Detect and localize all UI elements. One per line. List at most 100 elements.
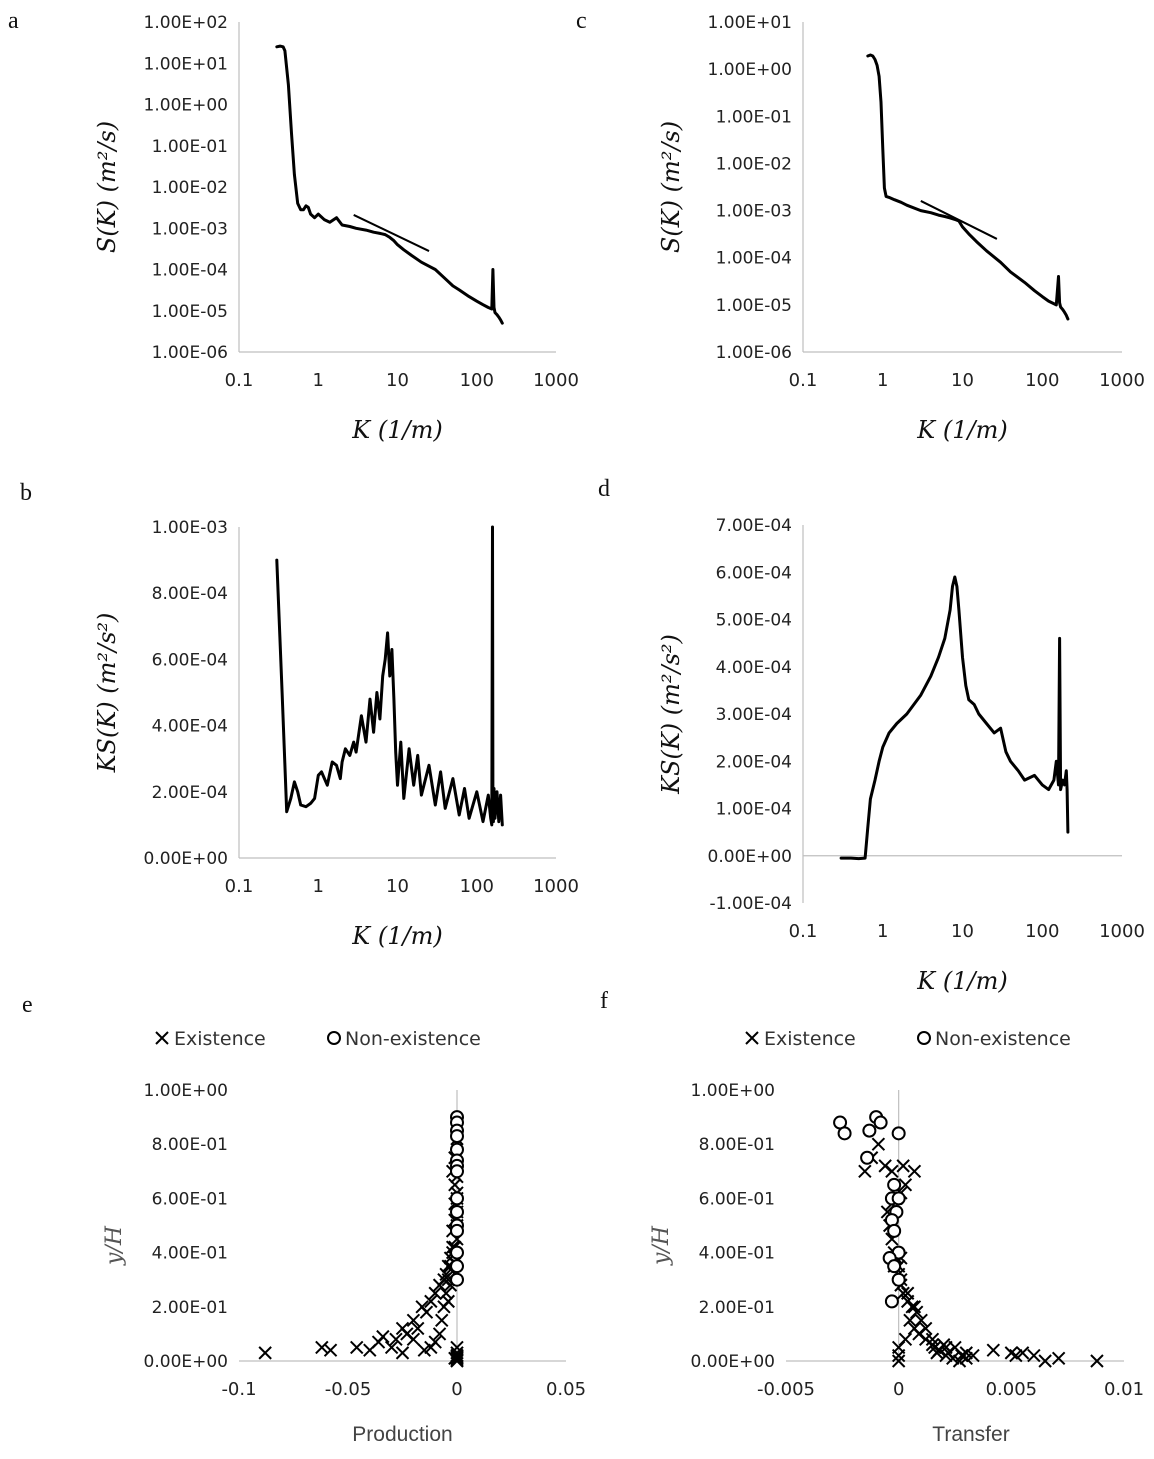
y-tick-label: 8.00E-01 — [699, 1135, 775, 1155]
x-tick-label: 0.1 — [789, 370, 818, 391]
x-tick-label: 0 — [451, 1379, 462, 1400]
scatter-point-existence — [896, 1159, 910, 1173]
y-axis-label: KS(K) (m²/s²) — [657, 634, 685, 795]
scatter-point-existence — [439, 1286, 453, 1300]
scatter-point-existence — [450, 1352, 464, 1367]
y-tick-label: 1.00E+00 — [144, 96, 228, 116]
scatter-point-existence — [1090, 1354, 1104, 1368]
y-tick-label: 1.00E-06 — [716, 343, 792, 363]
legend-label-non-existence: Non-existence — [935, 1028, 1071, 1050]
scatter-point-existence — [878, 1159, 892, 1173]
y-tick-label: 1.00E-01 — [716, 107, 792, 127]
y-axis-label: S(K) (m²/s) — [657, 121, 685, 253]
scatter-point-existence — [898, 1332, 913, 1347]
scatter-point-existence — [419, 1305, 434, 1319]
x-tick-label: 1 — [877, 921, 888, 942]
scatter-point-existence — [858, 1164, 872, 1179]
scatter-point-existence — [395, 1321, 410, 1336]
x-tick-label: 1000 — [533, 370, 579, 391]
scatter-point-existence — [1038, 1354, 1052, 1368]
scatter-point-existence — [411, 1321, 425, 1336]
panel-a-label: a — [8, 8, 19, 34]
scatter-point-existence — [424, 1294, 438, 1309]
data-series-line — [839, 575, 1070, 861]
x-tick-label: 1 — [313, 876, 324, 897]
x-tick-label: 1000 — [1099, 370, 1145, 391]
y-tick-label: 1.00E-03 — [152, 518, 228, 538]
scatter-point-non-existence — [450, 1272, 464, 1287]
y-axis-label: S(K) (m²/s) — [93, 121, 121, 253]
y-tick-label: 2.00E-01 — [699, 1298, 775, 1318]
legend-entry-existence: Existence — [155, 1028, 266, 1050]
x-tick-label: 0 — [893, 1379, 904, 1400]
trend-line — [353, 214, 430, 252]
y-tick-label: 6.00E-04 — [716, 563, 792, 583]
scatter-point-existence — [898, 1178, 913, 1192]
y-tick-label: 1.00E-04 — [152, 261, 228, 281]
y-tick-label: 1.00E-05 — [152, 302, 228, 322]
x-tick-label: 10 — [386, 370, 409, 391]
x-axis-label: Transfer — [932, 1423, 1009, 1446]
scatter-point-non-existence — [891, 1126, 906, 1141]
legend-marker-circle-icon — [917, 1031, 931, 1045]
y-tick-label: 1.00E-01 — [152, 137, 228, 157]
x-tick-label: 1000 — [533, 876, 579, 897]
legend-marker-circle-icon — [327, 1031, 341, 1045]
x-tick-label: 0.005 — [986, 1379, 1038, 1400]
y-tick-label: 0.00E+00 — [144, 1352, 228, 1372]
scatter-point-existence — [946, 1351, 960, 1365]
scatter-point-existence — [939, 1340, 953, 1355]
y-tick-label: 7.00E-04 — [716, 516, 792, 536]
x-axis-label: K (1/m) — [351, 922, 442, 950]
panel-d-label: d — [598, 476, 610, 502]
scatter-point-existence — [395, 1346, 410, 1360]
panel-e-label: e — [22, 992, 33, 1018]
legend-entry-non-existence: Non-existence — [917, 1028, 1071, 1050]
scatter-point-existence — [952, 1354, 967, 1368]
legend-marker-x-icon — [745, 1031, 759, 1045]
data-series-line — [275, 525, 504, 827]
y-tick-label: 1.00E-06 — [152, 343, 228, 363]
y-tick-label: 1.00E+00 — [144, 1081, 228, 1101]
y-tick-label: 0.00E+00 — [144, 849, 228, 869]
x-tick-label: 100 — [1025, 921, 1059, 942]
x-tick-label: 1 — [877, 370, 888, 391]
x-tick-label: 0.1 — [225, 370, 254, 391]
scatter-point-existence — [376, 1329, 390, 1344]
legend-marker-x-icon — [155, 1031, 169, 1045]
scatter-point-non-existence — [450, 1191, 464, 1206]
scatter-point-existence — [986, 1343, 1001, 1357]
data-series-line — [866, 53, 1070, 321]
y-tick-label: 1.00E+02 — [144, 13, 228, 33]
panel-c-label: c — [576, 8, 587, 34]
scatter-point-non-existence — [873, 1115, 888, 1130]
scatter-point-non-existence — [450, 1129, 464, 1144]
y-tick-label: 1.00E-04 — [716, 249, 792, 269]
scatter-point-non-existence — [450, 1223, 464, 1238]
chart-panel-d: d 0.1 1 10 100 1000 -1.00E-04 0.00E+00 1.00E-04… — [598, 476, 1145, 995]
y-tick-label: 1.00E-05 — [716, 296, 792, 316]
scatter-point-existence — [1051, 1351, 1066, 1365]
y-tick-label: 4.00E-04 — [716, 658, 792, 678]
x-tick-label: -0.1 — [221, 1379, 256, 1400]
y-tick-label: 1.00E-02 — [716, 154, 792, 174]
y-tick-label: 2.00E-04 — [152, 783, 228, 803]
scatter-point-non-existence — [887, 1223, 902, 1238]
y-tick-label: 5.00E-04 — [716, 611, 792, 631]
y-tick-label: 1.00E-03 — [716, 202, 792, 222]
scatter-point-existence — [1015, 1346, 1030, 1360]
scatter-point-existence — [1027, 1348, 1041, 1363]
trend-line — [920, 200, 998, 240]
scatter-point-non-existence — [887, 1259, 902, 1274]
chart-panel-f: f -0.005 0 0.005 0.01 0.00E+00 2.00E-01 4.00E-… — [600, 988, 1144, 1446]
scatter-point-non-existence — [450, 1259, 464, 1274]
y-axis-label: y/H — [102, 1225, 127, 1266]
scatter-point-existence — [384, 1340, 399, 1355]
scatter-point-existence — [871, 1137, 886, 1151]
x-axis-label: K (1/m) — [916, 967, 1007, 995]
scatter-point-existence — [389, 1332, 403, 1347]
scatter-point-non-existence — [450, 1245, 464, 1260]
x-tick-label: 1000 — [1099, 921, 1145, 942]
y-tick-label: 1.00E-04 — [716, 800, 792, 820]
panel-b-label: b — [20, 480, 32, 506]
